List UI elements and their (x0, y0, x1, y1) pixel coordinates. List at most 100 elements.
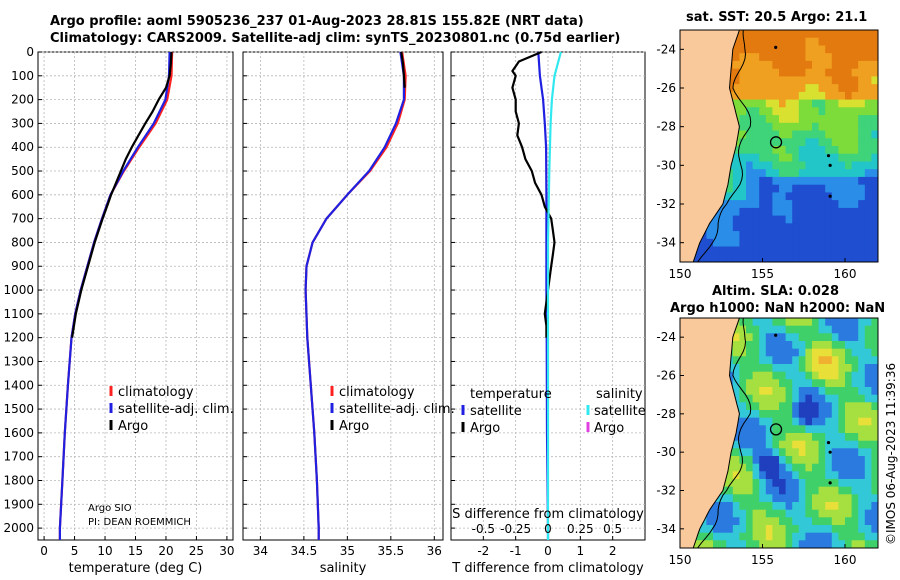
map-cell (746, 184, 754, 193)
diff-salinity-tick-label: 0.25 (567, 522, 594, 536)
map-cell (825, 246, 833, 255)
map-cell (845, 91, 853, 101)
map-cell (772, 37, 780, 46)
argo-pi-note: PI: DEAN ROEMMICH (88, 517, 191, 528)
map-cell (759, 169, 767, 178)
map-cell (785, 448, 793, 457)
map-cell (798, 68, 806, 77)
map-cell (706, 223, 714, 232)
map-cell (805, 76, 813, 85)
map-cell (831, 246, 839, 255)
map-cell (713, 254, 721, 262)
map-cell (864, 45, 872, 54)
map-cell (772, 169, 780, 178)
map-cell (864, 115, 872, 124)
map-cell (785, 84, 793, 93)
map-cell (739, 161, 747, 170)
map-map_sst (679, 29, 879, 270)
map-cell (772, 471, 780, 480)
map-cell (726, 238, 734, 248)
map-cell (838, 45, 846, 54)
map-cell (864, 91, 872, 101)
map-cell (812, 440, 820, 449)
salinity-xtick-label: 36 (427, 544, 442, 558)
map-cell (825, 325, 833, 334)
map-cell (871, 254, 878, 262)
map-cell (759, 402, 767, 411)
map-cell (785, 192, 793, 201)
map-cell (779, 417, 787, 426)
map-cell (798, 456, 806, 465)
map-cell (779, 502, 787, 511)
map-cell (845, 122, 853, 132)
map-cell (864, 215, 872, 224)
map-cell (805, 254, 813, 262)
map-cell (812, 254, 820, 262)
diff-salinity-tick-label: -0.25 (500, 522, 531, 536)
map-cell (739, 107, 747, 116)
map-cell (858, 45, 866, 54)
map-cell (845, 509, 853, 518)
map-cell (845, 532, 853, 541)
map-cell (818, 348, 826, 357)
map-cell (858, 456, 866, 465)
map-cell (845, 161, 853, 170)
map-cell (805, 91, 813, 101)
map-cell (838, 153, 846, 162)
map-cell (699, 532, 707, 541)
map-cell (845, 348, 853, 357)
map-cell (864, 433, 872, 442)
difference-xtick-label: -1 (510, 544, 522, 558)
map-cell (772, 456, 780, 465)
map-cell (864, 502, 872, 511)
map-cell (772, 479, 780, 488)
map-cell (765, 379, 773, 388)
map-cell (864, 176, 872, 186)
map-cell (831, 517, 839, 526)
map-cell (818, 60, 826, 70)
diff-temp-legend-label: Argo (470, 421, 500, 436)
map-cell (752, 215, 760, 224)
map-cell (785, 130, 793, 139)
map-cell (772, 192, 780, 201)
map-cell (746, 53, 754, 62)
map-cell (746, 479, 754, 488)
map-cell (752, 463, 760, 472)
map-cell (851, 223, 859, 232)
map-cell (792, 176, 800, 186)
map-cell (845, 540, 853, 548)
map-cell (732, 37, 740, 46)
map-cell (838, 410, 846, 419)
depth-tick-label: 2000 (3, 521, 34, 535)
map-cell (719, 540, 727, 548)
map-lon-tick-label: 160 (834, 553, 857, 567)
map-cell (871, 440, 878, 449)
map-cell (805, 433, 813, 442)
map-cell (871, 161, 878, 170)
map-cell (739, 176, 747, 186)
map-cell (752, 456, 760, 465)
map-cell (818, 146, 826, 155)
map-cell (825, 371, 833, 380)
map-cell (864, 192, 872, 201)
map-cell (765, 169, 773, 178)
map-cell (845, 45, 853, 54)
map-cell (746, 223, 754, 232)
map-cell (865, 262, 872, 270)
map-cell (732, 53, 740, 62)
map-cell (858, 509, 866, 518)
map-cell (831, 60, 839, 70)
map-cell (739, 540, 747, 548)
argo-institution-note: Argo SIO (88, 503, 132, 514)
map-cell (845, 231, 853, 240)
map-cell (805, 153, 813, 162)
map-cell (779, 254, 787, 262)
map-cell (785, 502, 793, 511)
map-cell (838, 146, 846, 155)
map-cell (752, 410, 760, 419)
map-cell (812, 231, 820, 240)
map-cell (798, 540, 806, 548)
map-cell (818, 30, 826, 39)
map-cell (759, 115, 767, 124)
map-cell (858, 371, 866, 380)
